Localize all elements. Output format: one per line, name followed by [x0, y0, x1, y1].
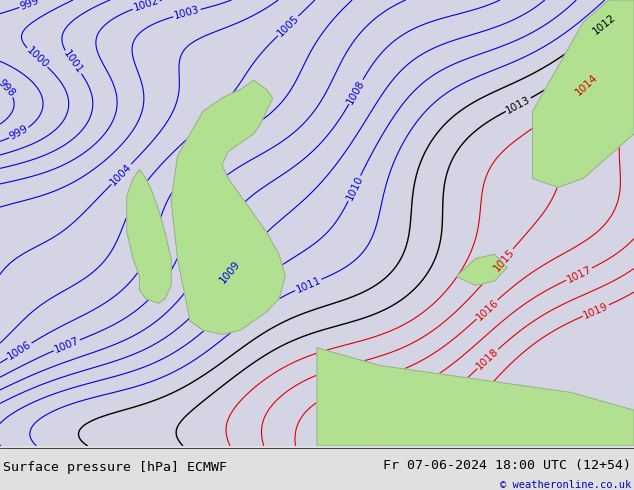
- Text: 1018: 1018: [475, 346, 501, 371]
- Polygon shape: [317, 348, 634, 446]
- Text: Fr 07-06-2024 18:00 UTC (12+54): Fr 07-06-2024 18:00 UTC (12+54): [383, 459, 631, 472]
- Text: 1002: 1002: [132, 0, 160, 13]
- Text: 1015: 1015: [491, 246, 516, 273]
- Text: 1001: 1001: [61, 49, 85, 76]
- Text: Surface pressure [hPa] ECMWF: Surface pressure [hPa] ECMWF: [3, 462, 227, 474]
- Text: 1014: 1014: [573, 72, 599, 97]
- Text: 1019: 1019: [582, 301, 610, 320]
- Text: 1013: 1013: [504, 94, 533, 115]
- Polygon shape: [456, 254, 507, 285]
- Text: 1011: 1011: [294, 275, 322, 294]
- Text: 1007: 1007: [53, 336, 81, 355]
- Text: 1005: 1005: [275, 13, 301, 39]
- Text: 1004: 1004: [108, 161, 134, 187]
- Polygon shape: [533, 0, 634, 187]
- Text: 1010: 1010: [344, 174, 365, 202]
- Text: 1017: 1017: [565, 264, 593, 284]
- Text: 1006: 1006: [6, 340, 34, 362]
- Text: 1012: 1012: [590, 12, 618, 36]
- Polygon shape: [171, 80, 285, 334]
- Text: © weatheronline.co.uk: © weatheronline.co.uk: [500, 480, 631, 490]
- Text: 999: 999: [18, 0, 41, 12]
- Text: 1000: 1000: [24, 45, 50, 70]
- Text: 1016: 1016: [474, 297, 500, 322]
- Text: 1008: 1008: [345, 78, 367, 106]
- Text: 1009: 1009: [218, 259, 243, 286]
- Text: 1003: 1003: [173, 5, 201, 21]
- Text: 998: 998: [0, 78, 17, 99]
- Polygon shape: [127, 170, 171, 303]
- Text: 999: 999: [8, 124, 30, 142]
